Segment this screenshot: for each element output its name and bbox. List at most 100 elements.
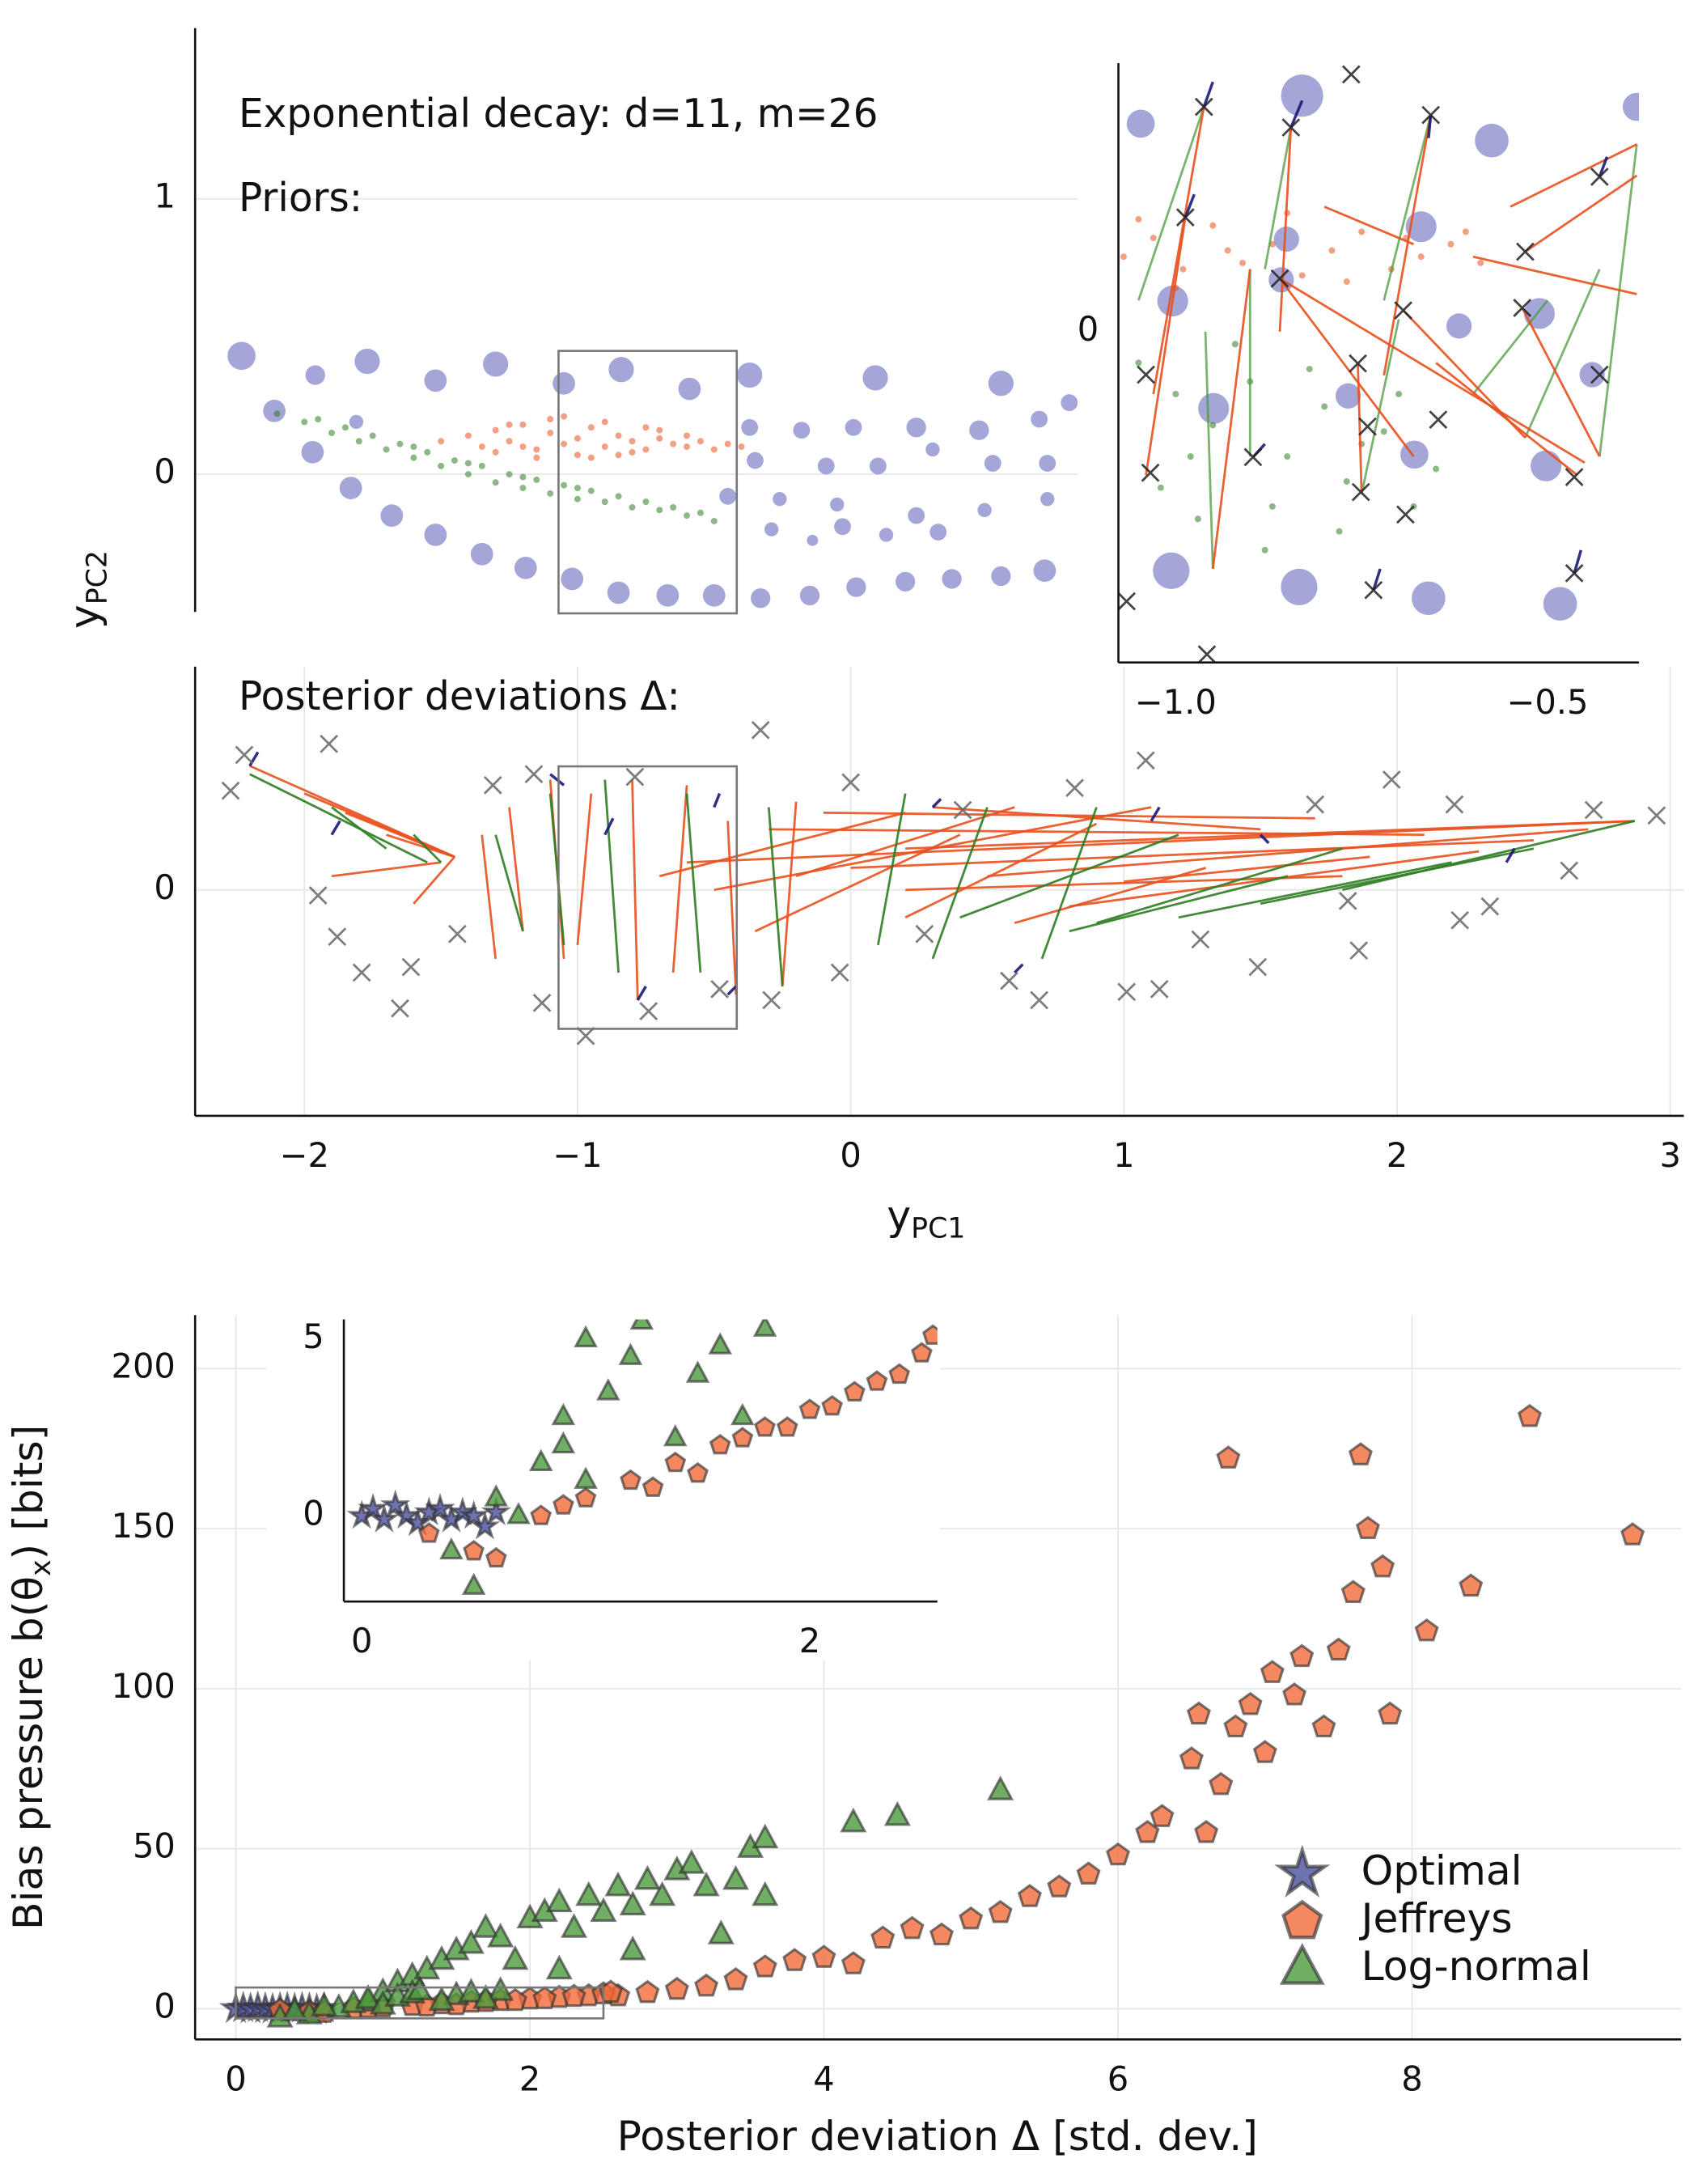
x-tick-label: 6 bbox=[1107, 2059, 1128, 2098]
data-point bbox=[369, 1503, 400, 1533]
sample-point bbox=[1306, 366, 1313, 373]
cross-marker bbox=[830, 963, 849, 982]
deviation-line bbox=[959, 833, 1179, 919]
sample-point bbox=[506, 471, 513, 478]
sample-point bbox=[574, 435, 581, 442]
prior-circle bbox=[830, 497, 845, 512]
sample-point bbox=[670, 440, 677, 447]
sample-point bbox=[464, 432, 472, 439]
prior-circle bbox=[1039, 455, 1056, 472]
cross-marker bbox=[1136, 751, 1155, 770]
deviation-line bbox=[248, 751, 260, 767]
data-point bbox=[642, 1476, 664, 1497]
data-point bbox=[1620, 1522, 1645, 1546]
label-part: PC1 bbox=[911, 1212, 965, 1245]
deviation-line bbox=[1124, 855, 1370, 883]
cross-marker bbox=[1194, 97, 1213, 117]
label-part: y bbox=[887, 1191, 911, 1239]
cross-marker bbox=[391, 999, 409, 1018]
data-point bbox=[685, 1360, 710, 1383]
prior-circle bbox=[227, 341, 256, 371]
data-point bbox=[281, 1996, 308, 2021]
data-point bbox=[929, 1922, 955, 1946]
x-tick-label: 2 bbox=[1387, 1135, 1408, 1175]
plot-area bbox=[1118, 65, 1640, 663]
annotation: Posterior deviations Δ: bbox=[239, 674, 680, 719]
data-point bbox=[379, 1489, 411, 1519]
cross-marker bbox=[1590, 168, 1609, 186]
prior-circle bbox=[1061, 394, 1078, 412]
prior-circle bbox=[1033, 559, 1056, 583]
deviation-line bbox=[905, 875, 1343, 892]
deviation-line bbox=[1184, 193, 1196, 218]
deviation-line bbox=[658, 812, 906, 878]
data-point bbox=[752, 1881, 779, 1906]
prior-circle bbox=[1543, 587, 1577, 621]
cross-marker bbox=[1306, 795, 1325, 814]
data-point bbox=[988, 1899, 1013, 1923]
data-point bbox=[590, 1897, 617, 1922]
sample-point bbox=[369, 432, 376, 439]
sample-point bbox=[273, 410, 281, 418]
data-point bbox=[574, 1486, 597, 1508]
sample-point bbox=[1447, 240, 1455, 248]
sample-point bbox=[519, 485, 527, 492]
prior-circle bbox=[1273, 227, 1299, 252]
data-point bbox=[551, 1431, 576, 1454]
data-point bbox=[529, 1448, 553, 1472]
data-point bbox=[618, 1342, 643, 1365]
y-axis-label: Bias pressure b(θx) [bits] bbox=[4, 1425, 57, 1930]
cross-marker bbox=[1191, 930, 1210, 949]
sample-point bbox=[1120, 253, 1127, 261]
cross-marker bbox=[308, 886, 328, 905]
prior-circle bbox=[561, 567, 584, 591]
data-point bbox=[619, 1935, 646, 1961]
data-point bbox=[1209, 1771, 1234, 1796]
prior-circle bbox=[1198, 392, 1230, 424]
prior-circle bbox=[906, 418, 926, 438]
data-point bbox=[664, 1451, 687, 1473]
data-point bbox=[722, 1864, 750, 1890]
zoom-box bbox=[557, 765, 739, 1030]
y-tick-label: 0 bbox=[154, 452, 175, 491]
label-part: Bias pressure b(θ bbox=[4, 1576, 52, 1930]
prior-circle bbox=[380, 504, 404, 528]
data-point bbox=[1150, 1804, 1175, 1827]
prior-circle bbox=[817, 457, 835, 475]
prior-circle bbox=[349, 414, 364, 430]
y-tick-label: 0 bbox=[1078, 309, 1099, 349]
sample-point bbox=[451, 457, 458, 464]
sample-point bbox=[1268, 503, 1276, 510]
prior-circle bbox=[1281, 568, 1318, 605]
prior-circle bbox=[807, 534, 819, 546]
sample-point bbox=[1209, 222, 1217, 229]
x-tick-label: 2 bbox=[799, 1621, 820, 1660]
prior-circle bbox=[470, 542, 493, 566]
sample-point bbox=[1321, 403, 1328, 410]
data-point bbox=[506, 1502, 531, 1525]
prior-circle bbox=[1579, 362, 1605, 388]
prior-circle bbox=[305, 365, 325, 385]
data-point bbox=[1370, 1554, 1395, 1578]
cross-marker bbox=[762, 990, 781, 1010]
deviation-line bbox=[576, 793, 593, 945]
sample-point bbox=[547, 416, 554, 423]
data-point bbox=[457, 1978, 485, 2003]
y-tick-label: 200 bbox=[111, 1346, 175, 1385]
cross-marker bbox=[1349, 354, 1367, 373]
deviation-line bbox=[904, 822, 1098, 919]
data-point bbox=[472, 1984, 499, 2009]
data-point bbox=[843, 1380, 866, 1402]
sample-point bbox=[464, 471, 472, 478]
sample-point bbox=[642, 446, 650, 453]
deviation-line bbox=[494, 834, 524, 932]
cross-marker bbox=[1421, 105, 1441, 125]
sample-point bbox=[1209, 422, 1217, 429]
data-point bbox=[561, 1913, 588, 1938]
data-point bbox=[821, 1394, 843, 1416]
sample-point bbox=[642, 498, 650, 506]
cross-marker bbox=[1351, 482, 1370, 502]
deviation-line bbox=[781, 801, 798, 987]
sample-point bbox=[1328, 247, 1336, 254]
prior-circle bbox=[301, 440, 324, 464]
